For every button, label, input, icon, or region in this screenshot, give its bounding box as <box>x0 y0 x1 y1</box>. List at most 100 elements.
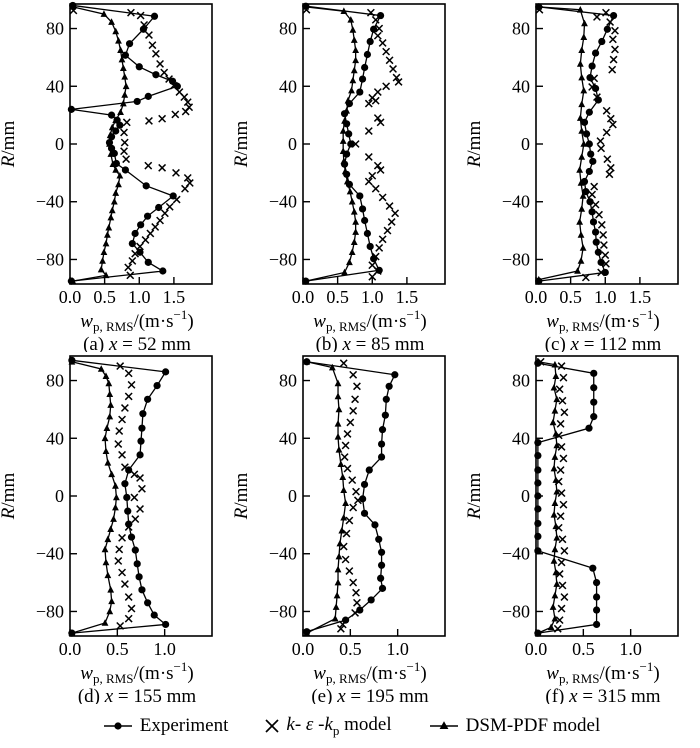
svg-text:40: 40 <box>46 428 64 448</box>
svg-text:1.5: 1.5 <box>396 287 419 307</box>
svg-text:40: 40 <box>46 76 64 96</box>
svg-text:wp, RMS/(m·s−1): wp, RMS/(m·s−1) <box>80 659 193 686</box>
series-experiment-c <box>535 3 618 285</box>
panel-e: 80 40 0 −40 −80 0.0 0.5 1.0 R/mm wp, RMS/(m·s−1)(… <box>233 352 466 704</box>
svg-text:−80: −80 <box>36 249 64 269</box>
legend-label-ke-kp-model: k- ε -kp model <box>286 713 392 738</box>
chart-b: 80 40 0 −40 −80 0.0 0.5 1.0 1.5 R/mm wp, RMS/(m·s−… <box>233 2 446 352</box>
svg-text:wp, RMS/(m·s−1): wp, RMS/(m·s−1) <box>313 659 426 686</box>
series-dsm-pdf-d <box>68 357 120 636</box>
svg-text:40: 40 <box>512 76 530 96</box>
svg-text:0: 0 <box>288 134 297 154</box>
chart-f: 80 40 0 −40 −80 0.0 0.5 1.0 R/mm wp, RMS/(m·s−1)(… <box>466 355 679 704</box>
axes-a: 80 40 0 −40 −80 0.0 0.5 1.0 1.5 R/mm wp, RMS/(m·s−… <box>0 3 213 352</box>
svg-text:40: 40 <box>279 76 297 96</box>
panel-a: 80 40 0 −40 −80 0.0 0.5 1.0 1.5 R/mm wp, RMS/(m·s−… <box>0 0 233 352</box>
svg-text:80: 80 <box>279 19 297 39</box>
svg-text:R/mm: R/mm <box>0 473 19 521</box>
chart-c: 80 40 0 −40 −80 0.0 0.5 1.0 1.5 R/mm wp, RMS/(m·s−… <box>466 3 679 352</box>
series-ke-kp-c <box>535 5 619 282</box>
series-experiment-d <box>68 356 170 637</box>
subplot-row-bottom: 80 40 0 −40 −80 0.0 0.5 1.0 R/mm wp, RMS/(m·s−1)(… <box>0 352 700 704</box>
chart-d: 80 40 0 −40 −80 0.0 0.5 1.0 R/mm wp, RMS/(m·s−1)(… <box>0 355 213 704</box>
axes-c: 80 40 0 −40 −80 0.0 0.5 1.0 1.5 R/mm wp, RMS/(m·s−… <box>466 3 679 352</box>
legend-item-experiment: Experiment <box>100 715 229 737</box>
triangle-marker-icon <box>429 721 458 729</box>
series-experiment-b <box>302 2 385 285</box>
panel-c: 80 40 0 −40 −80 0.0 0.5 1.0 1.5 R/mm wp, RMS/(m·s−… <box>466 0 699 352</box>
svg-text:80: 80 <box>46 371 64 391</box>
svg-text:0: 0 <box>288 486 297 506</box>
cross-marker-icon <box>265 719 279 733</box>
svg-text:−40: −40 <box>502 192 530 212</box>
svg-text:80: 80 <box>512 19 530 39</box>
svg-text:−40: −40 <box>269 544 297 564</box>
axes-b: 80 40 0 −40 −80 0.0 0.5 1.0 1.5 R/mm wp, RMS/(m·s−… <box>233 3 446 352</box>
svg-text:0.5: 0.5 <box>93 287 116 307</box>
svg-text:80: 80 <box>279 371 297 391</box>
svg-text:0: 0 <box>521 134 530 154</box>
series-dsm-pdf-c <box>535 3 588 283</box>
svg-text:0: 0 <box>55 134 64 154</box>
svg-text:0.0: 0.0 <box>292 287 315 307</box>
chart-a: 80 40 0 −40 −80 0.0 0.5 1.0 1.5 R/mm wp, RMS/(m·s−… <box>0 1 213 352</box>
series-experiment-e <box>303 358 399 636</box>
svg-text:0.5: 0.5 <box>326 287 349 307</box>
svg-text:−80: −80 <box>269 249 297 269</box>
series-experiment-a <box>67 1 181 285</box>
legend-label-dsm-pdf-model: DSM-PDF model <box>465 715 601 736</box>
svg-text:(e) x = 195 mm: (e) x = 195 mm <box>311 686 429 704</box>
svg-text:1.0: 1.0 <box>386 639 409 659</box>
svg-text:−40: −40 <box>36 192 64 212</box>
svg-text:R/mm: R/mm <box>233 473 252 521</box>
panel-d: 80 40 0 −40 −80 0.0 0.5 1.0 R/mm wp, RMS/(m·s−1)(… <box>0 352 233 704</box>
svg-text:1.0: 1.0 <box>619 639 642 659</box>
svg-text:0.0: 0.0 <box>525 639 548 659</box>
svg-text:40: 40 <box>279 428 297 448</box>
svg-text:0.0: 0.0 <box>59 639 82 659</box>
svg-text:0: 0 <box>55 486 64 506</box>
svg-text:(b) x = 85 mm: (b) x = 85 mm <box>316 334 425 352</box>
svg-text:0: 0 <box>521 486 530 506</box>
svg-text:0.0: 0.0 <box>292 639 315 659</box>
chart-e: 80 40 0 −40 −80 0.0 0.5 1.0 R/mm wp, RMS/(m·s−1)(… <box>233 355 446 704</box>
experiment-marker-icon <box>103 722 132 730</box>
axes-e: 80 40 0 −40 −80 0.0 0.5 1.0 R/mm wp, RMS/(m·s−1)(… <box>233 355 446 704</box>
svg-text:1.5: 1.5 <box>629 287 652 307</box>
svg-text:80: 80 <box>46 19 64 39</box>
axes-d: 80 40 0 −40 −80 0.0 0.5 1.0 R/mm wp, RMS/(m·s−1)(… <box>0 355 213 704</box>
series-ke-kp-e <box>336 359 362 633</box>
panel-f: 80 40 0 −40 −80 0.0 0.5 1.0 R/mm wp, RMS/(m·s−1)(… <box>466 352 699 704</box>
svg-text:0.5: 0.5 <box>572 639 595 659</box>
svg-text:1.0: 1.0 <box>153 639 176 659</box>
series-experiment-f <box>534 359 601 637</box>
series-dsm-pdf-f <box>534 357 561 636</box>
svg-text:0.5: 0.5 <box>559 287 582 307</box>
svg-text:−40: −40 <box>269 192 297 212</box>
svg-text:0.0: 0.0 <box>525 287 548 307</box>
svg-text:0.5: 0.5 <box>106 639 129 659</box>
svg-text:−40: −40 <box>36 544 64 564</box>
svg-text:1.5: 1.5 <box>163 287 186 307</box>
axes-f: 80 40 0 −40 −80 0.0 0.5 1.0 R/mm wp, RMS/(m·s−1)(… <box>466 355 679 704</box>
svg-text:40: 40 <box>512 428 530 448</box>
svg-text:1.0: 1.0 <box>361 287 384 307</box>
series-dsm-pdf-a <box>69 3 130 284</box>
svg-text:(f) x = 315 mm: (f) x = 315 mm <box>545 686 660 704</box>
svg-text:80: 80 <box>512 371 530 391</box>
series-ke-kp-f <box>536 357 569 633</box>
svg-text:−80: −80 <box>269 601 297 621</box>
svg-text:R/mm: R/mm <box>233 121 252 169</box>
svg-text:1.0: 1.0 <box>128 287 151 307</box>
legend-label-experiment: Experiment <box>139 715 229 736</box>
series-dsm-pdf-e <box>303 357 349 636</box>
panel-b: 80 40 0 −40 −80 0.0 0.5 1.0 1.5 R/mm wp, RMS/(m·s−… <box>233 0 466 352</box>
svg-text:wp, RMS/(m·s−1): wp, RMS/(m·s−1) <box>80 307 193 334</box>
svg-text:0.5: 0.5 <box>339 639 362 659</box>
svg-text:R/mm: R/mm <box>0 121 19 169</box>
legend-item-ke-kp-model: k- ε -kp model <box>262 713 392 739</box>
svg-text:−40: −40 <box>502 544 530 564</box>
svg-text:wp, RMS/(m·s−1): wp, RMS/(m·s−1) <box>546 307 659 334</box>
subplot-row-top: 80 40 0 −40 −80 0.0 0.5 1.0 1.5 R/mm wp, RMS/(m·s−… <box>0 0 700 352</box>
svg-text:(d) x = 155 mm: (d) x = 155 mm <box>78 686 197 704</box>
